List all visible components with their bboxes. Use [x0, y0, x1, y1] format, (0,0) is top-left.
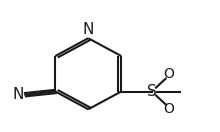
- Text: S: S: [147, 84, 156, 99]
- Text: N: N: [13, 87, 24, 102]
- Text: N: N: [82, 22, 94, 37]
- Text: O: O: [163, 67, 174, 81]
- Text: O: O: [163, 102, 174, 116]
